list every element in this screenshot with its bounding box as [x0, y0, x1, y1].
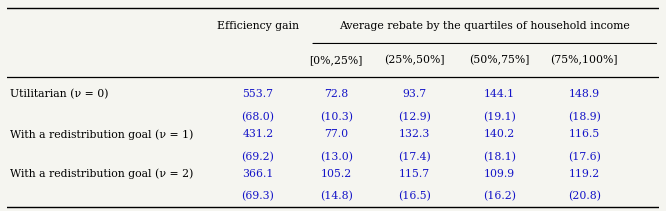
Text: (16.5): (16.5) — [398, 191, 431, 202]
Text: 366.1: 366.1 — [242, 169, 274, 179]
Text: (69.2): (69.2) — [242, 152, 274, 162]
Text: 72.8: 72.8 — [324, 89, 348, 99]
Text: (50%,75%]: (50%,75%] — [470, 55, 529, 65]
Text: 553.7: 553.7 — [242, 89, 274, 99]
Text: Utilitarian (ν = 0): Utilitarian (ν = 0) — [10, 89, 109, 99]
Text: 109.9: 109.9 — [484, 169, 515, 179]
Text: (69.3): (69.3) — [242, 191, 274, 202]
Text: (19.1): (19.1) — [483, 112, 516, 122]
Text: (75%,100%]: (75%,100%] — [551, 55, 618, 65]
Text: 115.7: 115.7 — [399, 169, 430, 179]
Text: 119.2: 119.2 — [569, 169, 600, 179]
Text: 144.1: 144.1 — [484, 89, 515, 99]
Text: 93.7: 93.7 — [402, 89, 427, 99]
Text: Efficiency gain: Efficiency gain — [217, 21, 299, 31]
Text: (25%,50%]: (25%,50%] — [384, 55, 445, 65]
Text: 431.2: 431.2 — [242, 130, 274, 139]
Text: 116.5: 116.5 — [569, 130, 600, 139]
Text: With a redistribution goal (ν = 1): With a redistribution goal (ν = 1) — [10, 129, 193, 140]
Text: (18.9): (18.9) — [568, 112, 601, 122]
Text: 132.3: 132.3 — [399, 130, 430, 139]
Text: 148.9: 148.9 — [569, 89, 600, 99]
Text: (17.6): (17.6) — [568, 152, 601, 162]
Text: (68.0): (68.0) — [242, 112, 274, 122]
Text: (13.0): (13.0) — [320, 152, 353, 162]
Text: With a redistribution goal (ν = 2): With a redistribution goal (ν = 2) — [10, 168, 193, 179]
Text: Average rebate by the quartiles of household income: Average rebate by the quartiles of house… — [340, 21, 630, 31]
Text: (18.1): (18.1) — [483, 152, 516, 162]
Text: 140.2: 140.2 — [484, 130, 515, 139]
Text: (16.2): (16.2) — [483, 191, 516, 202]
Text: 77.0: 77.0 — [324, 130, 348, 139]
Text: (12.9): (12.9) — [398, 112, 431, 122]
Text: (14.8): (14.8) — [320, 191, 353, 202]
Text: [0%,25%]: [0%,25%] — [310, 55, 363, 65]
Text: (20.8): (20.8) — [568, 191, 601, 202]
Text: (10.3): (10.3) — [320, 112, 353, 122]
Text: (17.4): (17.4) — [398, 152, 431, 162]
Text: 105.2: 105.2 — [320, 169, 352, 179]
